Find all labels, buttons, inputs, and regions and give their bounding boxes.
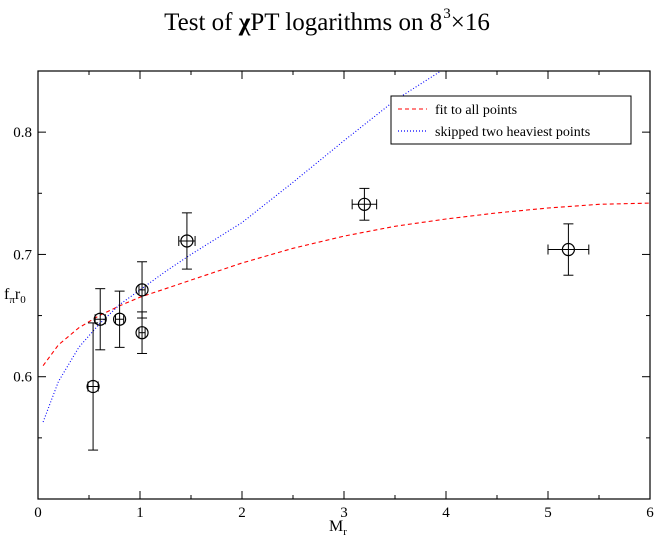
y-axis-label: fπr0 — [4, 286, 26, 306]
point-marker — [357, 197, 371, 211]
x-tick-label: 2 — [238, 505, 246, 521]
point-marker — [561, 242, 576, 257]
data-point — [547, 223, 590, 276]
data-point — [86, 322, 100, 451]
axis-ticks: 0 1 2 3 4 5 6 0.6 0.7 0.8 — [13, 71, 654, 521]
title-mid: PT logarithms on 8 — [250, 9, 443, 36]
point-marker — [86, 379, 100, 394]
legend: fit to all points skipped two heaviest p… — [390, 95, 632, 145]
title-chi: χ — [238, 9, 251, 36]
title-prefix: Test of — [164, 9, 239, 36]
x-tick-label: 6 — [646, 505, 654, 521]
y-tick-label: 0.7 — [13, 247, 32, 263]
x-tick-label: 5 — [544, 505, 552, 521]
x-label-main: M — [329, 518, 343, 535]
data-point — [135, 311, 149, 354]
data-point — [112, 290, 127, 348]
legend-label-fit-all: fit to all points — [435, 103, 517, 118]
title-suffix: ×16 — [450, 9, 490, 36]
series-line-skipped — [42, 70, 442, 423]
svg-text:fπr0: fπr0 — [4, 286, 26, 306]
legend-box — [390, 95, 632, 145]
x-tick-label: 0 — [34, 505, 42, 521]
point-marker — [135, 326, 149, 340]
x-tick-label: 1 — [136, 505, 144, 521]
x-tick-label: 3 — [340, 505, 348, 521]
y-tick-label: 0.6 — [13, 370, 32, 386]
y-label-sub-pi: π — [9, 294, 15, 306]
y-label-main: f — [4, 286, 10, 303]
x-axis-label: Mr — [329, 518, 347, 538]
chart-title: Test of χPT logarithms on 83×16 — [0, 6, 654, 37]
svg-text:Mr: Mr — [329, 518, 347, 538]
point-marker — [180, 234, 194, 248]
y-tick-label: 0.8 — [13, 125, 32, 141]
title-superscript: 3 — [443, 6, 451, 22]
data-point — [135, 261, 149, 319]
y-label-sub-0: 0 — [20, 294, 26, 306]
y-label-r: r — [15, 286, 21, 303]
point-marker — [93, 312, 107, 326]
x-label-sub: r — [343, 526, 347, 538]
series-line-fit-all — [42, 202, 651, 367]
point-marker — [112, 312, 127, 326]
data-point — [351, 187, 378, 221]
data-points — [86, 187, 590, 451]
data-point — [178, 212, 196, 270]
x-tick-label: 4 — [442, 505, 450, 521]
data-point — [93, 288, 107, 351]
fit-curves — [42, 70, 651, 423]
point-marker — [135, 283, 149, 297]
legend-label-skipped: skipped two heaviest points — [435, 125, 590, 140]
